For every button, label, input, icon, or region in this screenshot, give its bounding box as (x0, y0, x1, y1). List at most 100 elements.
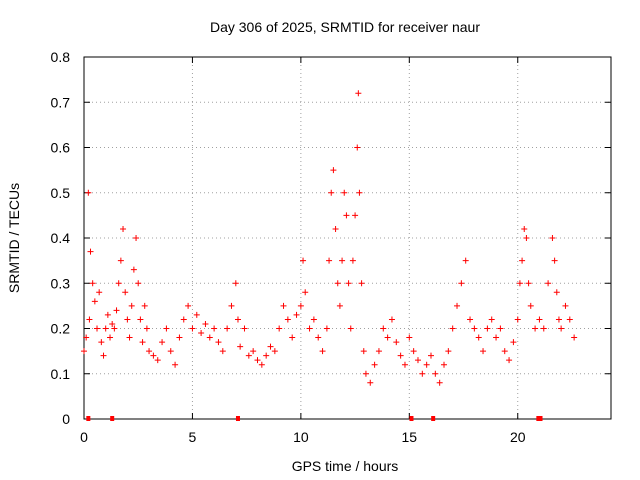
data-point (189, 325, 196, 332)
data-point (141, 302, 148, 309)
data-point (154, 357, 161, 364)
data-point (172, 361, 179, 368)
data-point (401, 361, 408, 368)
data-point (343, 212, 350, 219)
data-point (339, 257, 346, 264)
data-point (445, 348, 452, 355)
data-point (497, 325, 504, 332)
data-point (215, 339, 222, 346)
data-point (558, 325, 565, 332)
data-point (525, 280, 532, 287)
data-point (202, 320, 209, 327)
data-point (388, 316, 395, 323)
y-tick-label: 0.5 (51, 185, 71, 201)
data-point (293, 311, 300, 318)
data-point (267, 343, 274, 350)
data-point (467, 316, 474, 323)
y-tick-label: 0.6 (51, 140, 71, 156)
data-point (510, 339, 517, 346)
data-point (250, 348, 257, 355)
data-point (380, 325, 387, 332)
x-tick-label: 5 (189, 429, 197, 445)
data-point (297, 302, 304, 309)
data-point (276, 325, 283, 332)
data-point (139, 339, 146, 346)
data-point (133, 235, 140, 241)
data-point (488, 316, 495, 323)
data-point (549, 235, 556, 241)
data-point (493, 334, 500, 341)
y-tick-label: 0.8 (51, 49, 71, 65)
data-point (122, 289, 129, 296)
data-point (545, 280, 552, 287)
data-point (159, 339, 166, 346)
plot-frame (83, 56, 612, 420)
data-point (224, 325, 231, 332)
data-point (345, 280, 352, 287)
data-point (419, 370, 426, 377)
data-point (360, 348, 367, 355)
data-point (553, 289, 560, 296)
data-point (393, 339, 400, 346)
data-point (355, 90, 362, 97)
data-point (91, 298, 98, 305)
x-tick-label: 15 (402, 429, 418, 445)
data-point (540, 325, 547, 332)
data-point (143, 325, 150, 332)
gap-marker (110, 416, 115, 421)
data-point (471, 325, 478, 332)
data-point (427, 352, 434, 359)
data-point (523, 235, 530, 241)
y-tick-label: 0.4 (51, 230, 71, 246)
data-point (128, 302, 135, 309)
data-point (432, 370, 439, 377)
gap-marker (431, 416, 436, 421)
data-point (120, 225, 127, 232)
data-point (300, 257, 307, 264)
data-point (254, 357, 261, 364)
data-point (241, 325, 248, 332)
data-point (375, 348, 382, 355)
data-point (107, 334, 114, 341)
data-point (126, 334, 133, 341)
y-tick-label: 0.7 (51, 94, 71, 110)
data-point (341, 189, 348, 196)
x-tick-label: 10 (293, 429, 309, 445)
data-point (102, 325, 109, 332)
data-point (167, 348, 174, 355)
data-point (198, 330, 205, 337)
data-point (562, 302, 569, 309)
data-point (571, 334, 578, 341)
data-point (414, 357, 421, 364)
data-point (83, 334, 90, 341)
data-point (519, 257, 526, 264)
data-point (358, 280, 365, 287)
data-point (193, 311, 200, 318)
data-point (96, 289, 103, 296)
y-tick-label: 0 (62, 411, 70, 427)
data-point (86, 316, 93, 323)
data-point (130, 266, 137, 273)
chart-title: Day 306 of 2025, SRMTID for receiver nau… (210, 19, 480, 35)
data-point (206, 334, 213, 341)
y-tick-label: 0.2 (51, 321, 71, 337)
data-point (180, 316, 187, 323)
data-point (302, 289, 309, 296)
data-point (228, 302, 235, 309)
data-point (410, 348, 417, 355)
data-point (81, 348, 87, 355)
data-point (163, 325, 170, 332)
x-tick-label: 0 (80, 429, 88, 445)
data-point (347, 325, 354, 332)
y-axis-label: SRMTID / TECUs (6, 183, 22, 293)
data-point (258, 361, 265, 368)
x-axis-label: GPS time / hours (292, 458, 399, 474)
data-points (81, 90, 578, 386)
data-point (551, 257, 558, 264)
data-point (98, 339, 105, 346)
data-point (362, 370, 369, 377)
data-point (397, 352, 404, 359)
data-point (117, 257, 124, 264)
data-point (458, 280, 465, 287)
